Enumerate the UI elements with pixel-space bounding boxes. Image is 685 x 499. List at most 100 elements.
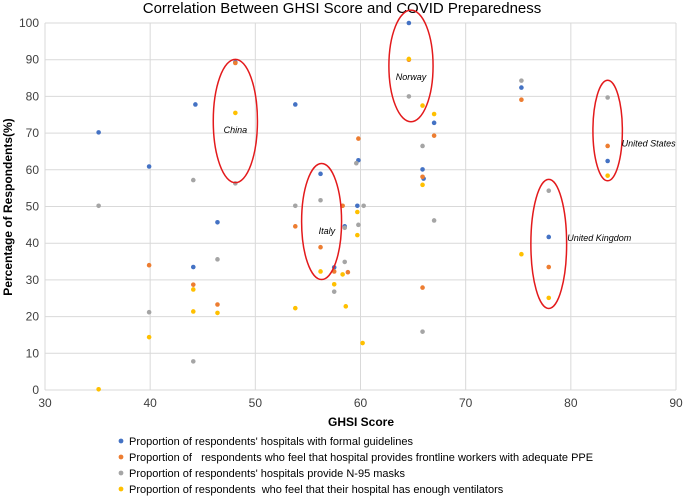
annotation-ellipse-united-kingdom (530, 178, 568, 310)
point-s0-3 (193, 102, 198, 107)
y-tick-label-100: 100 (19, 16, 39, 30)
x-axis-title: GHSI Score (328, 415, 394, 429)
annotation-label-italy: Italy (319, 226, 336, 236)
point-s0-0 (96, 130, 101, 135)
point-s0-18 (605, 158, 610, 164)
point-s1-2 (215, 302, 220, 307)
point-s1-8 (345, 269, 351, 275)
legend-marker-n95 (118, 470, 124, 476)
point-s1-15 (546, 264, 552, 270)
point-s2-19 (546, 188, 552, 194)
country-annotations: China Norway Italy United Kingdom United Sta… (212, 9, 677, 310)
annotation-ellipse-united-states (592, 79, 624, 182)
point-s3-11 (355, 209, 360, 215)
point-s3-20 (605, 173, 610, 178)
point-s1-12 (420, 285, 425, 290)
chart-title: Correlation Between GHSI Score and COVID… (143, 0, 542, 17)
point-s0-12 (406, 20, 412, 26)
y-tick-label-20: 20 (26, 310, 40, 324)
point-s3-4 (215, 310, 220, 316)
point-s1-13 (431, 133, 437, 138)
y-tick-label-30: 30 (26, 273, 40, 287)
point-s3-18 (519, 251, 524, 257)
y-tick-label-90: 90 (26, 53, 40, 67)
x-tick-label-80: 80 (564, 396, 578, 410)
point-s2-13 (361, 203, 366, 209)
point-s3-14 (406, 56, 412, 62)
y-tick-label-0: 0 (32, 383, 39, 397)
point-s2-9 (342, 225, 348, 231)
point-s2-1 (146, 309, 152, 315)
annotation-label-norway: Norway (396, 72, 427, 82)
point-s2-4 (215, 257, 220, 262)
point-s2-3 (190, 359, 196, 364)
point-s0-13 (420, 167, 425, 172)
point-s3-0 (96, 386, 101, 392)
point-s0-1 (146, 164, 152, 169)
legend-label-n95: Proportion of respondents' hospitals pro… (129, 468, 406, 480)
point-s2-18 (519, 78, 524, 83)
point-s1-14 (519, 97, 524, 103)
legend-marker-ventilators (118, 486, 124, 492)
y-tick-label-70: 70 (26, 126, 40, 140)
annotation-label-united-states: United States (622, 138, 677, 148)
point-s3-3 (190, 309, 196, 314)
point-s3-15 (420, 103, 425, 108)
x-tick-label-40: 40 (143, 396, 157, 410)
point-s2-6 (292, 203, 298, 209)
gridlines (44, 22, 677, 391)
x-axis-ticks: 30 40 50 60 70 80 90 (38, 396, 683, 410)
point-s0-15 (431, 120, 437, 126)
point-s1-11 (420, 174, 425, 180)
point-s2-8 (331, 289, 337, 294)
point-s3-12 (355, 232, 360, 238)
x-tick-label-30: 30 (38, 396, 52, 410)
x-tick-label-50: 50 (249, 396, 263, 410)
point-s3-5 (233, 110, 238, 116)
point-s2-12 (356, 222, 361, 228)
y-tick-label-10: 10 (26, 346, 40, 360)
point-s3-6 (292, 305, 298, 311)
point-s2-15 (420, 143, 425, 149)
point-s1-0 (146, 262, 152, 268)
point-s2-14 (406, 94, 412, 99)
point-s2-7 (318, 197, 323, 203)
annotation-label-united-kingdom: United Kingdom (567, 233, 632, 243)
y-axis-title: Percentage of Respondents(%) (1, 118, 15, 295)
legend: Proportion of respondents' hospitals wit… (118, 436, 593, 496)
point-s0-2 (190, 264, 196, 270)
point-s3-7 (318, 269, 323, 274)
point-s3-8 (331, 282, 337, 287)
point-s3-9 (340, 272, 345, 277)
point-s2-10 (342, 259, 348, 265)
point-s3-1 (146, 334, 152, 340)
annotation-ellipse-china (212, 58, 259, 184)
legend-label-guidelines: Proportion of respondents' hospitals wit… (129, 436, 413, 448)
point-s0-6 (292, 102, 298, 107)
y-tick-label-40: 40 (26, 236, 40, 250)
point-s2-20 (605, 95, 610, 100)
y-tick-label-60: 60 (26, 163, 40, 177)
point-s3-2 (190, 287, 196, 292)
point-s1-16 (605, 143, 610, 149)
point-s1-1 (190, 282, 196, 287)
point-s1-3 (233, 60, 238, 66)
data-points (96, 20, 610, 392)
point-s1-5 (318, 244, 323, 250)
point-s2-17 (431, 218, 437, 223)
x-tick-label-60: 60 (354, 396, 368, 410)
point-s0-4 (215, 219, 220, 225)
point-s0-10 (355, 203, 360, 209)
point-s0-16 (519, 85, 524, 90)
y-tick-label-80: 80 (26, 89, 40, 103)
point-s0-7 (318, 171, 323, 177)
point-s2-11 (353, 160, 359, 166)
point-s0-17 (546, 234, 552, 240)
legend-label-ppe: Proportion of respondents who feel that … (129, 452, 593, 464)
x-tick-label-70: 70 (459, 396, 473, 410)
point-s2-16 (420, 329, 425, 334)
point-s3-13 (360, 340, 365, 346)
legend-marker-ppe (118, 454, 124, 460)
annotation-label-china: China (224, 125, 248, 135)
